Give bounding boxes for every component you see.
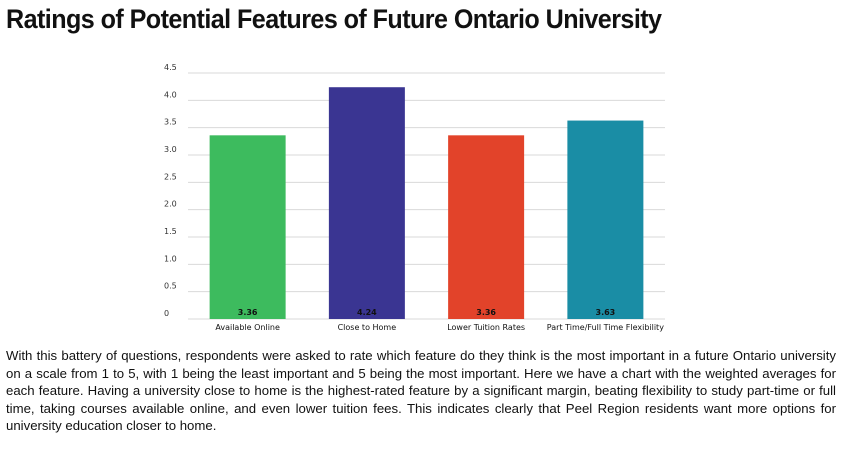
bar-1 — [209, 135, 286, 319]
bar-chart: 00.51.01.52.02.53.03.54.04.5 3.36 4.24 3.3… — [164, 63, 665, 332]
y-tick-label: 3.0 — [164, 145, 177, 154]
bar-4 — [567, 120, 644, 319]
y-axis-ticks: 0 0.5 1.0 1.5 2.0 2.5 3.0 3.5 4.0 4.5 — [164, 63, 177, 318]
y-tick-label: 4.5 — [164, 63, 177, 72]
x-category-label: Close to Home — [338, 323, 397, 332]
y-tick-label: 2.5 — [164, 172, 177, 181]
y-tick-label: 4.0 — [164, 90, 177, 99]
x-category-label: Available Online — [215, 323, 280, 332]
x-category-label: Lower Tuition Rates — [447, 323, 525, 332]
y-tick-label: 1.0 — [164, 254, 177, 263]
page-title: Ratings of Potential Features of Future … — [6, 4, 662, 34]
bar-value-label: 3.36 — [238, 308, 258, 317]
y-tick-label: 3.5 — [164, 118, 177, 127]
bar-2 — [328, 87, 405, 319]
value-labels: 3.36 4.24 3.36 3.63 — [238, 308, 616, 317]
y-tick-label: 2.0 — [164, 200, 177, 209]
y-tick-label: 0 — [164, 309, 169, 318]
bar-value-label: 4.24 — [357, 308, 377, 317]
y-tick-label: 1.5 — [164, 227, 177, 236]
x-axis-labels: Available Online Close to Home Lower Tuiti… — [215, 323, 664, 332]
y-tick-label: 0.5 — [164, 282, 177, 291]
bar-3 — [448, 135, 525, 319]
description-paragraph: With this battery of questions, responde… — [6, 348, 836, 434]
bars — [209, 87, 644, 319]
bar-value-label: 3.36 — [476, 308, 496, 317]
x-category-label: Part Time/Full Time Flexibility — [547, 323, 664, 332]
bar-value-label: 3.63 — [596, 308, 616, 317]
